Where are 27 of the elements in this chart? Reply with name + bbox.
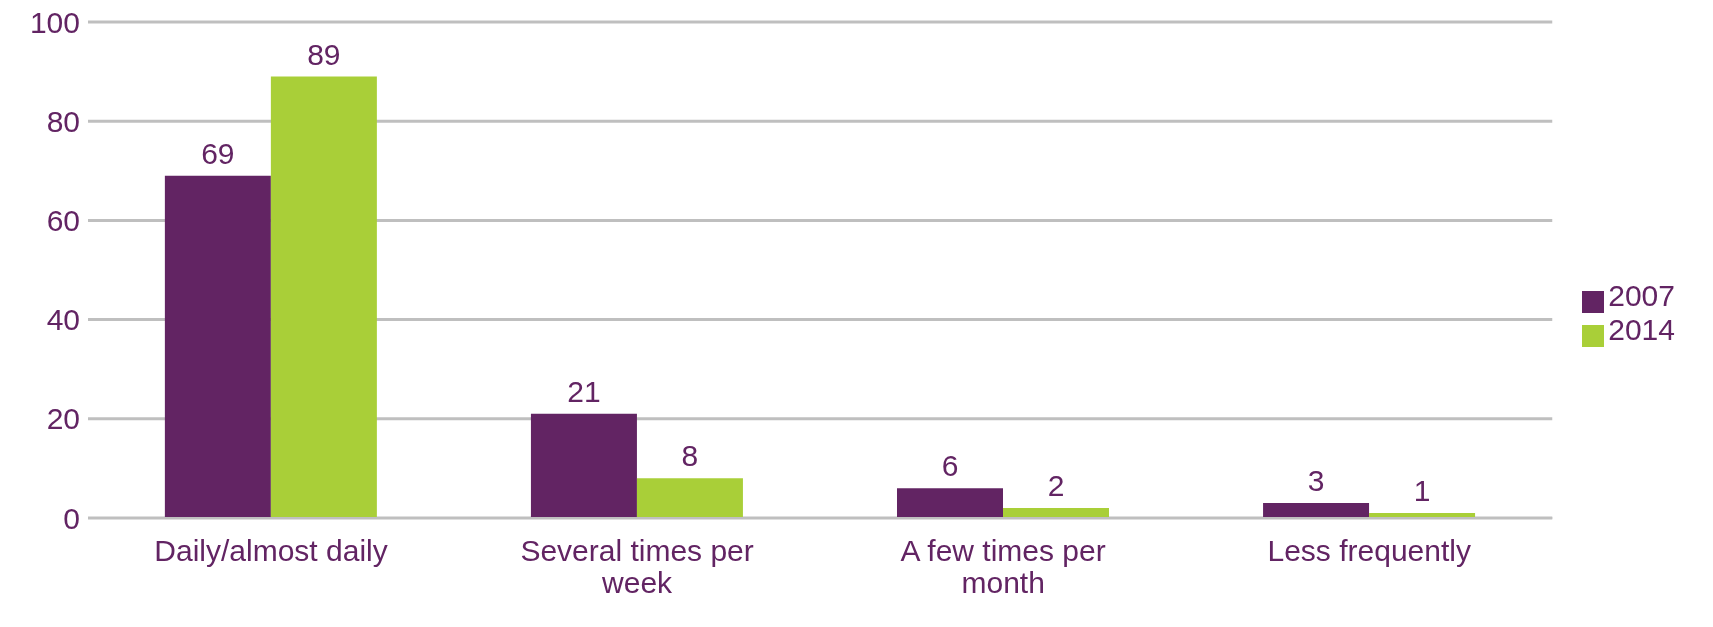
y-tick-label: 100 bbox=[29, 5, 80, 39]
data-label: 89 bbox=[307, 37, 341, 71]
legend-label: 2007 bbox=[1608, 279, 1675, 312]
x-tick-label: Less frequently bbox=[1267, 534, 1471, 567]
x-tick-label: Several times per week bbox=[520, 534, 754, 599]
y-tick-label: 20 bbox=[46, 402, 80, 436]
data-label: 8 bbox=[681, 439, 699, 473]
x-tick-label: A few times per month bbox=[900, 534, 1106, 599]
data-label: 21 bbox=[567, 374, 601, 408]
y-tick-label: 60 bbox=[46, 204, 80, 238]
x-tick-label: Daily/almost daily bbox=[154, 534, 388, 567]
y-tick-label: 80 bbox=[46, 104, 80, 138]
bar bbox=[530, 413, 637, 518]
bar bbox=[636, 478, 743, 518]
y-tick-label: 0 bbox=[63, 501, 80, 535]
data-label: 1 bbox=[1413, 474, 1431, 508]
bar bbox=[897, 488, 1003, 518]
bar bbox=[270, 76, 377, 518]
legend-label: 2014 bbox=[1608, 313, 1675, 346]
data-label: 69 bbox=[201, 136, 235, 170]
bar bbox=[164, 175, 271, 518]
data-label: 3 bbox=[1307, 464, 1325, 498]
y-tick-label: 40 bbox=[46, 303, 80, 337]
data-label: 6 bbox=[941, 449, 959, 483]
data-label: 2 bbox=[1047, 469, 1065, 503]
bar bbox=[1003, 508, 1109, 518]
bar bbox=[1263, 503, 1370, 518]
